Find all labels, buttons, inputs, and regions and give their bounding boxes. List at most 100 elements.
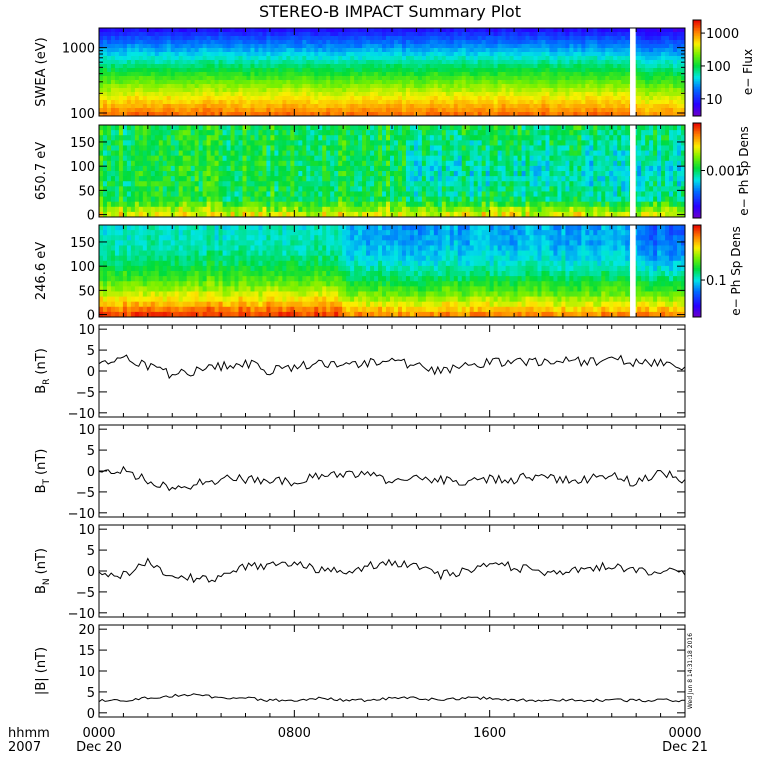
heatmap-cell — [222, 104, 228, 109]
heatmap-cell — [386, 181, 391, 187]
heatmap-cell — [322, 181, 327, 187]
heatmap-cell — [302, 181, 307, 187]
heatmap-cell — [358, 130, 363, 136]
heatmap-cell — [429, 181, 435, 187]
heatmap-cell — [358, 64, 363, 69]
heatmap-cell — [553, 56, 559, 61]
heatmap-cell — [218, 76, 224, 81]
heatmap-cell — [174, 92, 180, 97]
heatmap-cell — [270, 150, 275, 157]
heatmap-cell — [673, 44, 678, 49]
heatmap-cell — [134, 211, 140, 217]
heatmap-cell — [449, 150, 455, 157]
heatmap-cell — [214, 140, 220, 147]
heatmap-cell — [493, 36, 499, 41]
heatmap-cell — [206, 32, 212, 37]
heatmap-cell — [158, 145, 164, 152]
heatmap-cell — [358, 32, 363, 37]
heatmap-cell — [457, 112, 463, 116]
heatmap-cell — [374, 211, 379, 217]
heatmap-cell — [469, 84, 475, 89]
heatmap-cell — [258, 130, 264, 136]
heatmap-cell — [342, 140, 347, 147]
heatmap-cell — [581, 36, 586, 41]
heatmap-cell — [481, 112, 487, 116]
heatmap-cell — [457, 108, 463, 113]
heatmap-cell — [421, 108, 427, 113]
heatmap-cell — [521, 40, 527, 45]
heatmap-cell — [274, 72, 279, 77]
heatmap-cell — [258, 112, 264, 116]
heatmap-cell — [314, 88, 319, 93]
heatmap-cell — [282, 76, 287, 81]
heatmap-cell — [521, 92, 527, 97]
heatmap-cell — [246, 104, 252, 109]
heatmap-cell — [569, 72, 574, 77]
heatmap-cell — [122, 40, 128, 45]
heatmap-cell — [222, 211, 228, 217]
heatmap-cell — [190, 32, 196, 37]
heatmap-cell — [234, 160, 240, 167]
heatmap-cell — [673, 84, 678, 89]
heatmap-cell — [386, 48, 391, 53]
heatmap-cell — [334, 181, 339, 187]
heatmap-cell — [238, 92, 244, 97]
heatmap-cell — [186, 196, 192, 203]
heatmap-cell — [585, 88, 590, 93]
heatmap-cell — [306, 68, 311, 73]
heatmap-cell — [378, 68, 383, 73]
heatmap-cell — [174, 64, 180, 69]
heatmap-cell — [585, 104, 590, 109]
heatmap-cell — [557, 44, 563, 49]
heatmap-cell — [358, 40, 363, 45]
heatmap-cell — [186, 56, 192, 61]
heatmap-cell — [370, 165, 375, 172]
heatmap-cell — [413, 191, 419, 198]
heatmap-cell — [118, 96, 124, 101]
heatmap-cell — [270, 140, 275, 147]
heatmap-cell — [206, 201, 212, 208]
heatmap-cell — [162, 160, 168, 167]
heatmap-cell — [378, 60, 383, 65]
heatmap-cell — [409, 88, 415, 93]
heatmap-cell — [641, 68, 646, 73]
heatmap-cell — [150, 125, 156, 131]
heatmap-cell — [106, 80, 112, 85]
heatmap-cell — [445, 40, 451, 45]
heatmap-cell — [537, 76, 543, 81]
heatmap-cell — [597, 76, 602, 81]
heatmap-cell — [334, 160, 339, 167]
heatmap-cell — [374, 76, 379, 81]
heatmap-cell — [278, 104, 283, 109]
heatmap-cell — [174, 96, 180, 101]
heatmap-cell — [114, 44, 120, 49]
heatmap-cell — [330, 60, 335, 65]
heatmap-cell — [390, 72, 395, 77]
heatmap-cell — [437, 96, 443, 101]
heatmap-cell — [597, 104, 602, 109]
heatmap-cell — [286, 186, 291, 193]
heatmap-cell — [314, 206, 319, 213]
heatmap-cell — [378, 125, 383, 131]
heatmap-cell — [246, 96, 252, 101]
heatmap-cell — [374, 40, 379, 45]
heatmap-cell — [258, 140, 264, 147]
heatmap-cell — [198, 130, 204, 136]
heatmap-cell — [386, 125, 391, 131]
heatmap-cell — [318, 44, 323, 49]
heatmap-cell — [417, 64, 423, 69]
heatmap-cell — [593, 60, 598, 65]
heatmap-cell — [561, 80, 567, 85]
heatmap-cell — [286, 52, 291, 57]
heatmap-cell — [397, 125, 403, 131]
heatmap-cell — [126, 155, 132, 162]
heatmap-cell — [677, 64, 682, 69]
heatmap-cell — [166, 56, 172, 61]
heatmap-cell — [605, 44, 610, 49]
heatmap-cell — [405, 104, 411, 109]
heatmap-cell — [613, 112, 618, 116]
heatmap-cell — [413, 140, 419, 147]
heatmap-cell — [449, 48, 455, 53]
heatmap-cell — [282, 165, 287, 172]
heatmap-cell — [214, 28, 220, 33]
